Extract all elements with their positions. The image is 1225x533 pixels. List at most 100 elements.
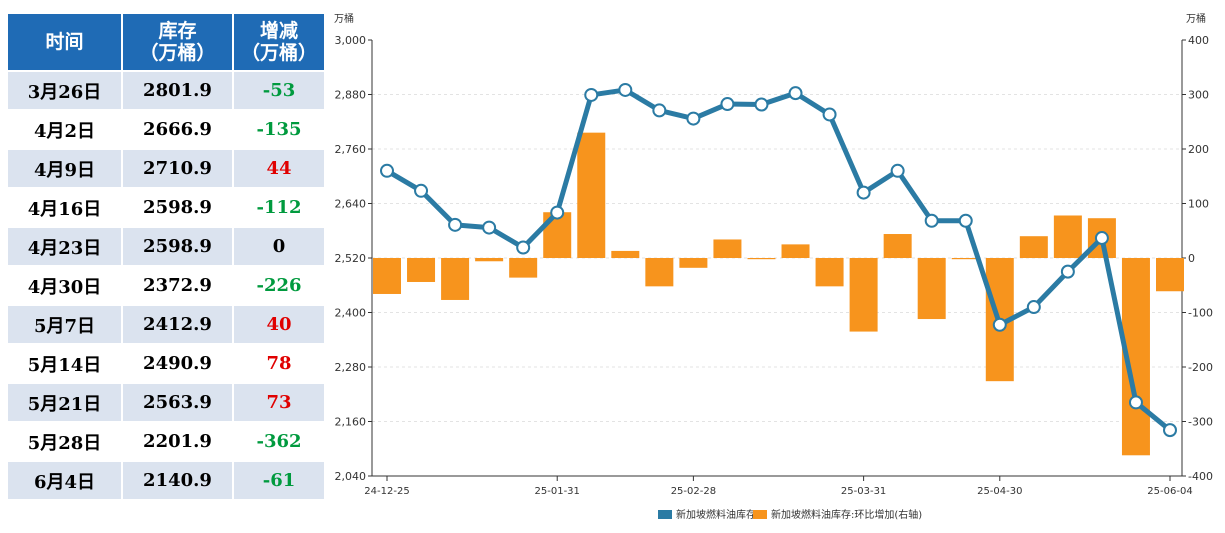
table-row: 4月30日 2372.9 -226 xyxy=(8,267,324,304)
line-point xyxy=(1094,231,1109,246)
bar xyxy=(951,258,980,260)
right-tick-label: 400 xyxy=(1188,34,1209,47)
inventory-line xyxy=(385,87,1172,433)
x-tick-label: 25-02-28 xyxy=(671,486,716,497)
right-tick-label: -300 xyxy=(1188,416,1213,429)
line-point xyxy=(1163,423,1177,438)
line-point xyxy=(686,111,701,126)
bar xyxy=(917,258,946,320)
bar xyxy=(781,244,810,258)
header-stock-text: 库存 （万桶） xyxy=(139,20,216,64)
left-tick-label: 2,040 xyxy=(335,470,367,483)
cell-date: 4月16日 xyxy=(8,189,121,226)
bar xyxy=(679,258,708,268)
cell-change: -135 xyxy=(234,111,324,148)
left-tick-label: 2,280 xyxy=(335,361,367,374)
cell-date: 4月30日 xyxy=(8,267,121,304)
table-body: 3月26日 2801.9 -53 4月2日 2666.9 -135 4月9日 2710.9 44… xyxy=(8,72,324,499)
left-axis-unit: 万桶 xyxy=(334,12,354,25)
table-row: 4月9日 2710.9 44 xyxy=(8,150,324,187)
header-time: 时间 xyxy=(8,14,121,70)
table-row: 4月2日 2666.9 -135 xyxy=(8,111,324,148)
cell-date: 4月9日 xyxy=(8,150,121,187)
inventory-chart: 万桶 万桶 3,000 2,880 2,760 2,640 2,520 2,400 2,280 2… xyxy=(334,12,1213,521)
cell-change: 0 xyxy=(234,228,324,265)
line-point xyxy=(516,240,531,255)
cell-change: -112 xyxy=(234,189,324,226)
cell-change: 44 xyxy=(234,150,324,187)
bar xyxy=(611,250,640,258)
inventory-table-panel: 时间 库存 （万桶） 增减 （万桶） 3月26日 2801.9 -53 4月2日 266… xyxy=(6,12,326,528)
bar xyxy=(849,258,878,332)
bar xyxy=(407,258,436,282)
bar xyxy=(577,132,606,258)
header-change-text: 增减 （万桶） xyxy=(240,20,317,64)
bar xyxy=(441,258,470,300)
legend-label-bar: 新加坡燃料油库存:环比增加(右轴) xyxy=(771,508,922,521)
left-tick-label: 2,400 xyxy=(335,307,367,320)
chart-panel: 万桶 万桶 3,000 2,880 2,760 2,640 2,520 2,400 2,280 2… xyxy=(330,0,1225,529)
bar xyxy=(645,258,674,287)
left-tick-label: 2,160 xyxy=(335,416,367,429)
legend-swatch-bar xyxy=(753,510,767,519)
line-point xyxy=(1128,395,1143,410)
bar xyxy=(713,239,742,258)
left-tick-label: 2,520 xyxy=(335,252,367,265)
cell-change: 73 xyxy=(234,384,324,421)
cell-change: -53 xyxy=(234,72,324,109)
bar xyxy=(883,234,912,258)
left-tick-label: 2,640 xyxy=(335,198,367,211)
table-row: 4月23日 2598.9 0 xyxy=(8,228,324,265)
bar xyxy=(373,258,401,294)
line-point xyxy=(618,82,633,97)
bar xyxy=(815,258,844,287)
cell-stock: 2598.9 xyxy=(123,228,232,265)
line-point xyxy=(924,213,939,228)
cell-change: -226 xyxy=(234,267,324,304)
table-row: 6月4日 2140.9 -61 xyxy=(8,462,324,499)
line-point xyxy=(1060,264,1075,279)
line-point xyxy=(822,107,837,122)
line-point xyxy=(992,317,1007,332)
line-point xyxy=(380,163,394,178)
cell-stock: 2140.9 xyxy=(123,462,232,499)
bar xyxy=(747,258,776,260)
line-point xyxy=(482,220,497,235)
cell-change: 40 xyxy=(234,306,324,343)
right-tick-label: 200 xyxy=(1188,143,1209,156)
right-tick-label: -400 xyxy=(1188,470,1213,483)
table-row: 4月16日 2598.9 -112 xyxy=(8,189,324,226)
table-row: 5月14日 2490.9 78 xyxy=(8,345,324,382)
line-point xyxy=(414,183,429,198)
cell-date: 5月7日 xyxy=(8,306,121,343)
inventory-table: 时间 库存 （万桶） 增减 （万桶） 3月26日 2801.9 -53 4月2日 266… xyxy=(6,12,326,501)
cell-date: 4月23日 xyxy=(8,228,121,265)
line-point xyxy=(754,97,769,112)
line-point xyxy=(958,213,973,228)
left-tick-label: 2,880 xyxy=(335,89,367,102)
cell-stock: 2666.9 xyxy=(123,111,232,148)
line-point xyxy=(652,103,667,118)
right-tick-label: 300 xyxy=(1188,89,1209,102)
table-row: 5月21日 2563.9 73 xyxy=(8,384,324,421)
cell-stock: 2490.9 xyxy=(123,345,232,382)
header-stock: 库存 （万桶） xyxy=(123,14,232,70)
legend-swatch-line xyxy=(658,510,672,519)
cell-stock: 2801.9 xyxy=(123,72,232,109)
cell-date: 5月28日 xyxy=(8,423,121,460)
table-header-row: 时间 库存 （万桶） 增减 （万桶） xyxy=(8,14,324,70)
cell-stock: 2710.9 xyxy=(123,150,232,187)
cell-stock: 2412.9 xyxy=(123,306,232,343)
cell-date: 6月4日 xyxy=(8,462,121,499)
x-tick-label: 25-06-04 xyxy=(1147,486,1192,497)
header-change: 增减 （万桶） xyxy=(234,14,324,70)
bar xyxy=(1053,215,1082,258)
bar xyxy=(1019,236,1048,258)
cell-change: -61 xyxy=(234,462,324,499)
bar xyxy=(1156,258,1184,292)
table-row: 5月7日 2412.9 40 xyxy=(8,306,324,343)
header-time-text: 时间 xyxy=(45,31,84,53)
bar xyxy=(475,258,504,262)
right-tick-label: 0 xyxy=(1188,252,1195,265)
cell-change: 78 xyxy=(234,345,324,382)
